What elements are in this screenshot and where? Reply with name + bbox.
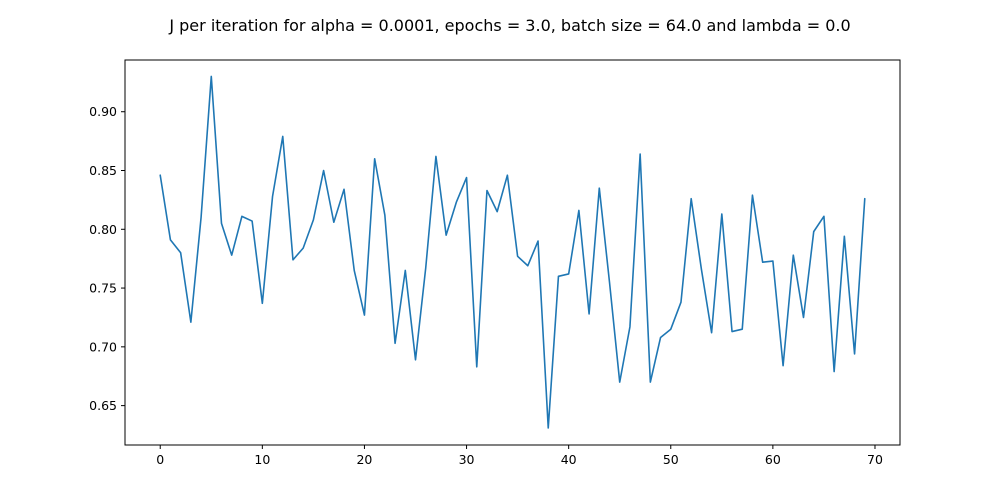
x-tick-label: 10 [254, 452, 270, 467]
y-tick-label: 0.65 [89, 398, 117, 413]
x-tick-label: 70 [867, 452, 883, 467]
y-tick-label: 0.90 [89, 104, 117, 119]
x-tick-label: 20 [356, 452, 372, 467]
x-tick-label: 60 [765, 452, 781, 467]
plot-frame [124, 59, 901, 446]
chart-title: J per iteration for alpha = 0.0001, epoc… [168, 16, 850, 35]
x-tick-label: 40 [561, 452, 577, 467]
plot-area [159, 75, 866, 429]
y-tick-label: 0.80 [89, 222, 117, 237]
axes: 0 10 20 30 40 50 60 70 0.65 0.70 0.75 0.80 0.85 0.90 [89, 104, 883, 467]
x-tick-label: 50 [663, 452, 679, 467]
series-line [159, 75, 866, 429]
x-tick-label: 0 [156, 452, 164, 467]
x-tick-label: 30 [459, 452, 475, 467]
y-tick-label: 0.75 [89, 281, 117, 296]
y-tick-label: 0.70 [89, 339, 117, 354]
y-tick-label: 0.85 [89, 163, 117, 178]
